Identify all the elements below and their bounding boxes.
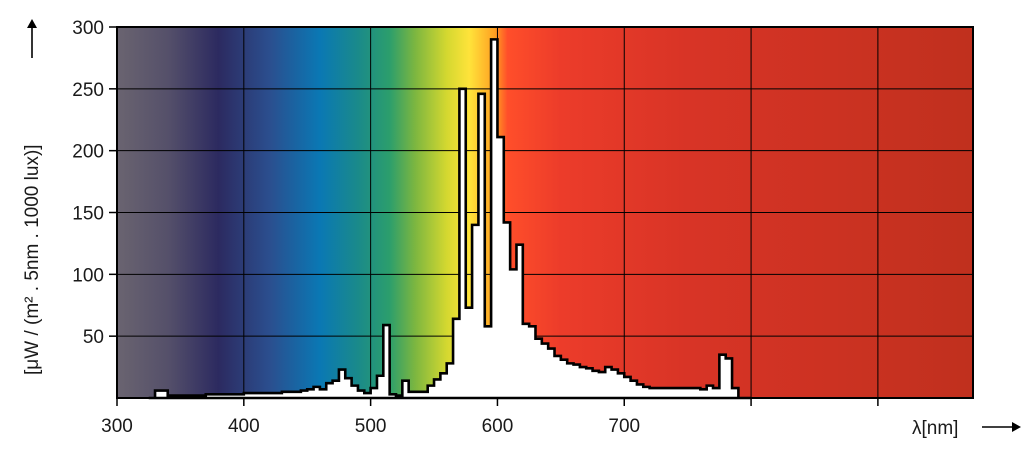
y-tick-label: 250 (72, 80, 104, 101)
x-tick-label: 500 (355, 416, 387, 437)
y-tick-label: 200 (72, 142, 104, 163)
y-tick-label: 100 (72, 265, 104, 286)
y-axis-ticks: 50 100 150 200 250 300 (72, 18, 117, 348)
y-tick-label: 300 (72, 18, 104, 39)
x-tick-label: 400 (228, 416, 260, 437)
x-axis-ticks: 300 400 500 600 700 (101, 398, 879, 437)
x-tick-label: 600 (482, 416, 514, 437)
x-tick-label: 700 (608, 416, 640, 437)
y-tick-label: 50 (83, 327, 104, 348)
y-axis-arrow-icon (27, 19, 37, 58)
y-axis-title: [μW / (m² . 5nm . 1000 lux)] (22, 144, 43, 375)
spectral-power-area (148, 38, 752, 400)
y-tick-label: 150 (72, 204, 104, 225)
x-tick-label: 300 (101, 416, 133, 437)
x-axis-arrow-icon (982, 422, 1021, 432)
x-axis-title: λ[nm] (912, 418, 958, 439)
